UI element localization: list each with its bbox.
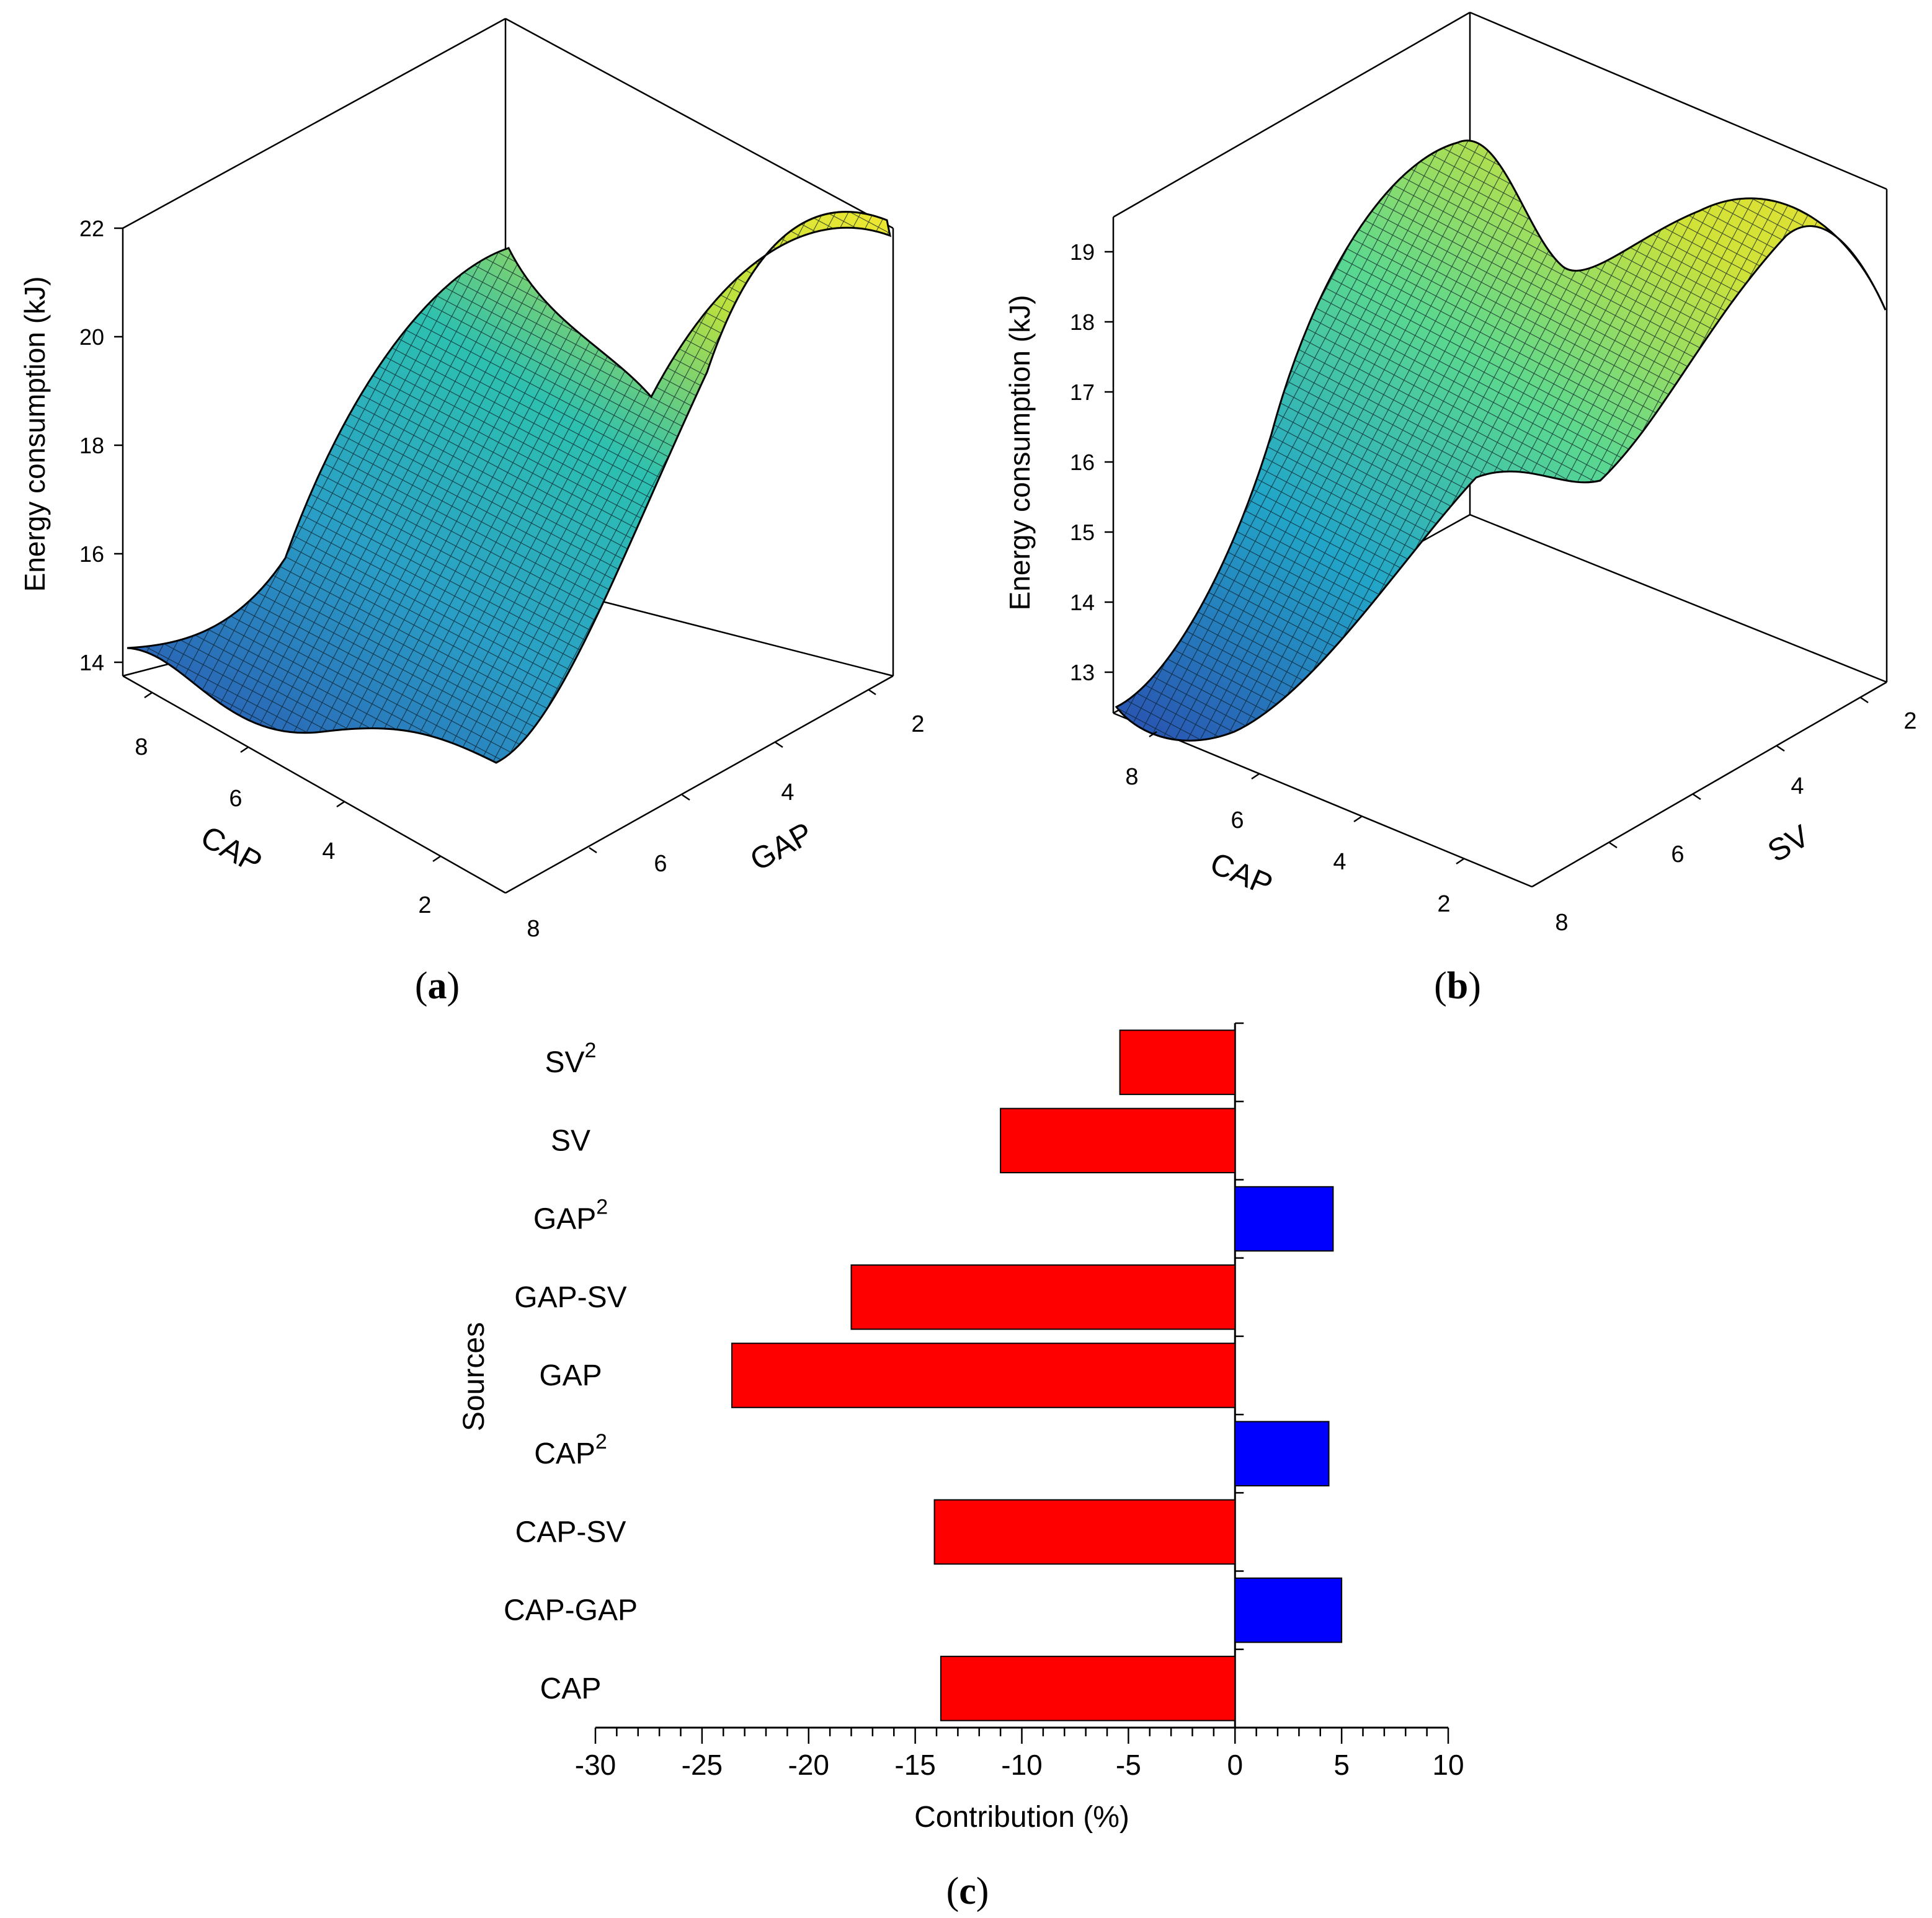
panel-b-y-tick: 8: [1555, 910, 1568, 936]
panel-a-y-tick: 8: [527, 916, 540, 942]
bar: [731, 1343, 1236, 1408]
bar: [1234, 1577, 1343, 1643]
category-label: SV2: [545, 1039, 597, 1079]
panel-b-z-tick: 16: [1070, 450, 1095, 475]
category-label: GAP2: [533, 1196, 608, 1236]
panel-a-caption-letter: a: [428, 965, 447, 1007]
panel-a-surface: [127, 211, 891, 764]
panel-b-x-tick: 6: [1231, 807, 1244, 833]
x-tick-label: -30: [575, 1749, 616, 1781]
x-tick-label: 5: [1333, 1749, 1350, 1781]
panel-b-z-tick: 13: [1070, 660, 1095, 685]
panel-b-x-ticks: 8 6 4 2: [1125, 730, 1464, 917]
x-tick-label: -25: [682, 1749, 723, 1781]
category-label: CAP: [540, 1672, 602, 1705]
panel-b-y-ticks: 2 4 6 8: [1555, 696, 1917, 936]
panel-b-y-tick: 4: [1791, 773, 1804, 799]
y-axis-title: Sources: [458, 1322, 491, 1431]
panel-a-y-tick: 4: [781, 779, 794, 806]
bar: [850, 1264, 1236, 1330]
bar: [933, 1499, 1236, 1565]
panel-a-caption: (a): [415, 965, 460, 1007]
panel-c: -30 -25 -20 -15 -10 -5 0 5 10 SV2 SV GAP2 GAP-SV GAP C…: [458, 1022, 1464, 1912]
panel-a-z-tick: 22: [79, 216, 104, 241]
x-tick-label: -15: [894, 1749, 935, 1781]
panel-b-z-tick: 18: [1070, 309, 1095, 335]
panel-a-x-tick: 8: [135, 734, 148, 760]
panel-c-caption-letter: c: [959, 1870, 976, 1912]
x-axis-title: Contribution (%): [914, 1801, 1129, 1834]
panel-a-z-ticks: 14 16 18 20 22: [79, 216, 123, 675]
panel-a-z-tick: 14: [79, 650, 104, 675]
x-tick-label: -20: [788, 1749, 829, 1781]
x-tick-label: -10: [1001, 1749, 1042, 1781]
panel-a-x-tick: 6: [229, 786, 242, 812]
panel-a-y-ticks: 2 4 6 8: [527, 688, 925, 942]
panel-b-x-label: CAP: [1205, 845, 1278, 902]
bar: [1234, 1186, 1334, 1252]
bar: [1119, 1029, 1236, 1095]
bar: [940, 1656, 1236, 1721]
panel-a-y-tick: 6: [654, 851, 667, 877]
panel-b-z-ticks: 13 14 15 16 17 18 19: [1070, 239, 1113, 685]
panel-a-z-tick: 18: [79, 433, 104, 458]
panel-b-x-tick: 4: [1333, 849, 1346, 875]
category-label: GAP-SV: [514, 1281, 626, 1314]
panel-b: 13 14 15 16 17 18 19 Energy consumption …: [1004, 11, 1917, 1007]
panel-c-caption: (c): [946, 1870, 989, 1912]
x-tick-label: -5: [1116, 1749, 1141, 1781]
category-label: CAP-SV: [515, 1516, 626, 1548]
panel-b-y-label: SV: [1762, 818, 1815, 869]
panel-b-x-tick: 2: [1437, 891, 1450, 917]
panel-a-x-ticks: 8 6 4 2: [135, 691, 441, 918]
panel-a-y-label: GAP: [744, 815, 819, 877]
panel-b-caption: (b): [1434, 965, 1481, 1007]
panel-b-x-tick: 8: [1125, 764, 1138, 790]
panel-a-y-tick: 2: [911, 711, 924, 737]
category-label: CAP2: [534, 1430, 607, 1470]
panel-a-x-tick: 2: [418, 892, 431, 918]
bar-chart: -30 -25 -20 -15 -10 -5 0 5 10 SV2 SV GAP2 GAP-SV GAP C…: [458, 1022, 1464, 1834]
panel-b-z-tick: 14: [1070, 590, 1095, 615]
panel-b-z-label: Energy consumption (kJ): [1004, 295, 1036, 611]
panel-a: 14 16 18 20 22 Energy consumption (kJ) 8…: [19, 17, 925, 1007]
panel-b-surface: [1115, 140, 1887, 742]
panel-a-z-tick: 16: [79, 541, 104, 567]
panel-a-z-label: Energy consumption (kJ): [19, 277, 51, 592]
bar: [1234, 1421, 1330, 1486]
category-label: SV: [551, 1124, 590, 1157]
panel-b-y-tick: 2: [1903, 708, 1916, 734]
category-label: GAP: [539, 1359, 602, 1392]
x-tick-label: 10: [1432, 1749, 1464, 1781]
x-tick-label: 0: [1227, 1749, 1243, 1781]
panel-b-y-tick: 6: [1671, 841, 1684, 868]
panel-b-z-tick: 17: [1070, 380, 1095, 405]
panel-b-z-tick: 19: [1070, 239, 1095, 265]
panel-a-x-label: CAP: [195, 819, 268, 881]
panel-b-caption-letter: b: [1447, 965, 1468, 1007]
bar: [1000, 1108, 1236, 1174]
panel-a-z-tick: 20: [79, 324, 104, 350]
category-label: CAP-GAP: [504, 1594, 638, 1627]
panel-b-z-tick: 15: [1070, 520, 1095, 545]
panel-a-x-tick: 4: [322, 838, 335, 864]
